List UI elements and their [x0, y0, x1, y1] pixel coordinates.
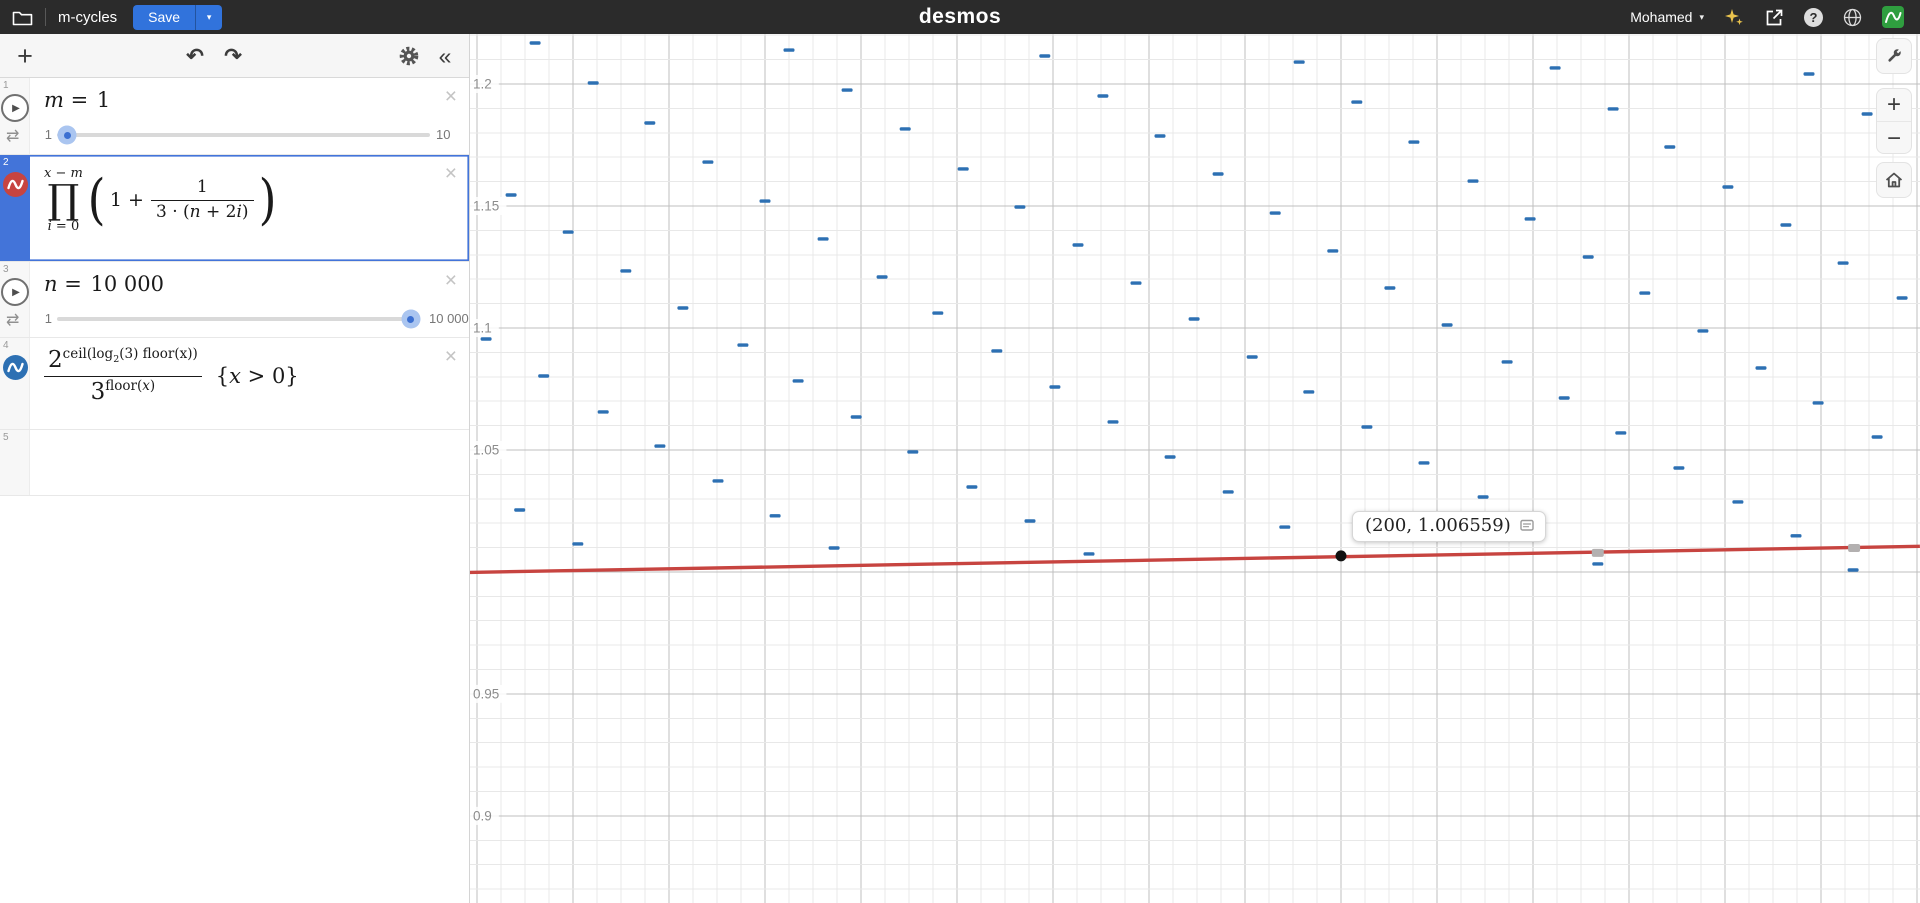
redo-button[interactable]: ↷	[224, 44, 242, 68]
divider	[45, 8, 46, 26]
save-options-button[interactable]: ▾	[195, 4, 223, 30]
slider-track[interactable]	[57, 309, 421, 329]
expression-row-5-empty[interactable]: 5	[0, 430, 469, 496]
row-number: 2	[3, 157, 9, 168]
slider-max-label[interactable]: 10	[436, 127, 451, 142]
expression-gutter[interactable]: 4	[0, 338, 30, 429]
slider-track[interactable]	[57, 125, 430, 145]
graph-settings-wrench-icon[interactable]	[1876, 38, 1912, 74]
chevron-down-icon: ▾	[206, 11, 212, 22]
fraction-denominator: 3floor(x)	[90, 377, 156, 405]
save-split-button: Save ▾	[133, 4, 223, 30]
language-globe-icon[interactable]	[1842, 7, 1863, 28]
expression-content[interactable]	[30, 430, 469, 495]
graph-controls: + −	[1876, 38, 1912, 198]
slider-handle[interactable]	[57, 125, 77, 145]
save-button[interactable]: Save	[133, 4, 196, 30]
sparkles-icon[interactable]	[1723, 6, 1745, 28]
slider-definition[interactable]: m = 1	[44, 88, 111, 112]
delete-expression-icon[interactable]: ×	[444, 162, 457, 185]
expression-row-3[interactable]: 3 ▶ ⇄ n = 10 000 1 10 000 ×	[0, 262, 469, 338]
point-tooltip: (200, 1.006559)	[1351, 510, 1546, 542]
edit-list-gear-icon[interactable]	[392, 34, 426, 78]
product-body-lead: 1 +	[109, 189, 144, 211]
expression-gutter: 5	[0, 430, 30, 495]
loop-mode-icon[interactable]: ⇄	[6, 312, 20, 329]
help-icon[interactable]: ?	[1804, 7, 1823, 27]
expression-row-2[interactable]: 2 x − m ∏ i = 0 ( 1 + 1 3	[0, 155, 469, 262]
label-icon[interactable]	[1519, 517, 1535, 533]
expression-content[interactable]: m = 1 1 10 ×	[30, 78, 469, 154]
svg-text:1.2: 1.2	[473, 77, 492, 92]
chevron-down-icon: ▾	[1699, 11, 1704, 22]
product-upper-bound: x − m	[44, 166, 83, 181]
top-bar: m-cycles Save ▾ desmos Mohamed ▾ ?	[0, 0, 1920, 34]
row-number: 4	[3, 340, 9, 351]
plot-canvas[interactable]: 1.2 1.15 1.1 1.05 0.95 0.9	[470, 34, 1920, 903]
svg-text:1.05: 1.05	[473, 443, 499, 458]
slider: 1 10	[30, 125, 469, 145]
delete-expression-icon[interactable]: ×	[444, 345, 457, 368]
expression-row-4[interactable]: 4 2ceil(log2(3) floor(x)) 3floor(x) {x >…	[0, 338, 469, 430]
plotted-curve-icon-blue[interactable]	[2, 354, 29, 386]
expression-content[interactable]: n = 10 000 1 10 000 ×	[30, 262, 469, 337]
expression-row-1[interactable]: 1 ▶ ⇄ m = 1 1 10 ×	[0, 78, 469, 155]
slider-min-label[interactable]: 1	[44, 311, 52, 326]
collapse-panel-button[interactable]: «	[438, 42, 452, 69]
open-graph-icon[interactable]	[12, 9, 33, 26]
graph-title[interactable]: m-cycles	[58, 8, 118, 26]
inner-fraction: 1 3 · (n + 2i)	[150, 177, 254, 222]
delete-expression-icon[interactable]: ×	[444, 269, 457, 292]
fraction-numerator: 2ceil(log2(3) floor(x))	[48, 346, 198, 373]
product-expression[interactable]: x − m ∏ i = 0 ( 1 + 1 3 · (n + 2i) )	[44, 167, 281, 233]
row-number: 1	[3, 80, 9, 91]
share-icon[interactable]	[1764, 7, 1785, 28]
product-symbol: ∏	[47, 177, 80, 223]
user-name: Mohamed	[1630, 9, 1693, 25]
domain-condition: {x > 0}	[215, 364, 299, 389]
play-slider-button[interactable]: ▶	[1, 94, 29, 122]
svg-text:1.15: 1.15	[473, 199, 499, 214]
loop-mode-icon[interactable]: ⇄	[6, 128, 20, 145]
slider-handle[interactable]	[401, 309, 421, 329]
slider: 1 10 000	[30, 309, 469, 329]
default-viewport-home-icon[interactable]	[1876, 162, 1912, 198]
play-icon: ▶	[12, 102, 20, 114]
expression-gutter[interactable]: 2	[0, 155, 30, 261]
row-number: 5	[3, 432, 9, 443]
open-paren: (	[87, 167, 106, 231]
play-slider-button[interactable]: ▶	[1, 278, 29, 306]
graph-paper[interactable]: 1.2 1.15 1.1 1.05 0.95 0.9 (200, 1.006559) + …	[470, 34, 1920, 903]
slider-min-label[interactable]: 1	[44, 127, 52, 142]
svg-text:1.1: 1.1	[473, 321, 492, 336]
expressions-toolbar: + ↶ ↷ «	[0, 34, 469, 78]
undo-button[interactable]: ↶	[186, 44, 204, 68]
account-menu[interactable]: Mohamed ▾	[1630, 9, 1704, 25]
product-lower-bound: i = 0	[47, 219, 80, 234]
slider-definition[interactable]: n = 10 000	[44, 272, 164, 296]
graphing-calculator-icon[interactable]	[1882, 6, 1904, 28]
zoom-in-button[interactable]: +	[1877, 89, 1911, 122]
add-expression-button[interactable]: +	[17, 40, 33, 71]
expression-content[interactable]: 2ceil(log2(3) floor(x)) 3floor(x) {x > 0…	[30, 338, 469, 429]
point-coordinates: (200, 1.006559)	[1364, 514, 1511, 536]
close-paren: )	[258, 167, 277, 231]
expression-content[interactable]: x − m ∏ i = 0 ( 1 + 1 3 · (n + 2i) ) ×	[30, 155, 469, 261]
plotted-curve-icon-red[interactable]	[2, 171, 29, 203]
expression-gutter[interactable]: 1 ▶ ⇄	[0, 78, 30, 154]
play-icon: ▶	[12, 286, 20, 298]
expression-gutter[interactable]: 3 ▶ ⇄	[0, 262, 30, 337]
delete-expression-icon[interactable]: ×	[444, 85, 457, 108]
zoom-out-button[interactable]: −	[1886, 124, 1901, 152]
row-number: 3	[3, 264, 9, 275]
ratio-expression[interactable]: 2ceil(log2(3) floor(x)) 3floor(x) {x > 0…	[44, 346, 299, 407]
svg-text:0.95: 0.95	[473, 686, 499, 701]
svg-text:0.9: 0.9	[473, 808, 492, 823]
slider-max-label[interactable]: 10 000	[429, 311, 469, 326]
expressions-panel: + ↶ ↷ « 1 ▶ ⇄ m = 1 1	[0, 34, 470, 903]
